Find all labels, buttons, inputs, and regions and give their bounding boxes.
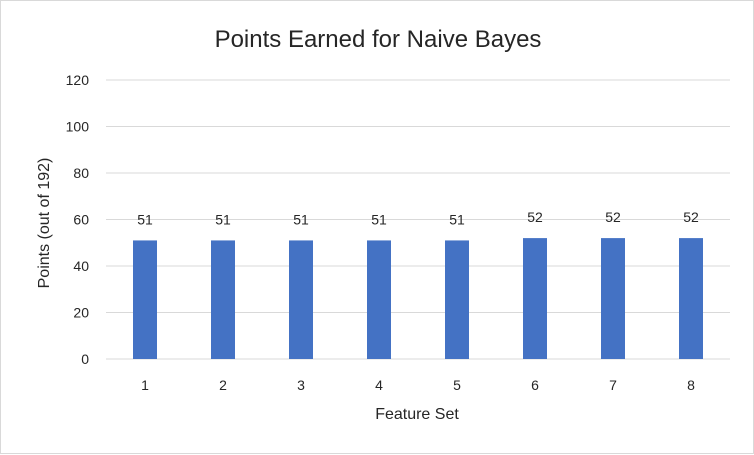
y-tick-label: 60 [73, 212, 89, 228]
data-label: 52 [683, 209, 699, 225]
data-label: 51 [293, 211, 309, 227]
bar [367, 240, 391, 359]
bar [133, 240, 157, 359]
x-axis-ticks: 1 2 3 4 5 6 7 8 [141, 377, 695, 393]
bar [289, 240, 313, 359]
y-tick-label: 20 [73, 305, 89, 321]
x-tick-label: 1 [141, 377, 149, 393]
x-tick-label: 8 [687, 377, 695, 393]
bar [211, 240, 235, 359]
x-tick-label: 2 [219, 377, 227, 393]
bars [133, 238, 703, 359]
x-tick-label: 3 [297, 377, 305, 393]
data-label: 51 [449, 211, 465, 227]
y-tick-label: 0 [81, 351, 89, 367]
y-tick-label: 100 [66, 119, 90, 135]
y-tick-label: 80 [73, 165, 89, 181]
chart-title: Points Earned for Naive Bayes [215, 26, 542, 53]
data-label: 51 [215, 211, 231, 227]
data-label: 52 [527, 209, 543, 225]
y-axis-title: Points (out of 192) [36, 158, 53, 289]
y-tick-label: 120 [66, 72, 90, 88]
x-axis-title: Feature Set [375, 406, 459, 423]
x-tick-label: 4 [375, 377, 383, 393]
data-label: 51 [371, 211, 387, 227]
bar [601, 238, 625, 359]
data-labels: 51 51 51 51 51 52 52 52 [137, 209, 699, 227]
gridlines [106, 79, 730, 360]
x-tick-label: 5 [453, 377, 461, 393]
bar [523, 238, 547, 359]
data-label: 52 [605, 209, 621, 225]
y-axis-ticks: 0 20 40 60 80 100 120 [66, 72, 90, 367]
bar [445, 240, 469, 359]
x-tick-label: 6 [531, 377, 539, 393]
bar [679, 238, 703, 359]
y-tick-label: 40 [73, 258, 89, 274]
data-label: 51 [137, 211, 153, 227]
x-tick-label: 7 [609, 377, 617, 393]
